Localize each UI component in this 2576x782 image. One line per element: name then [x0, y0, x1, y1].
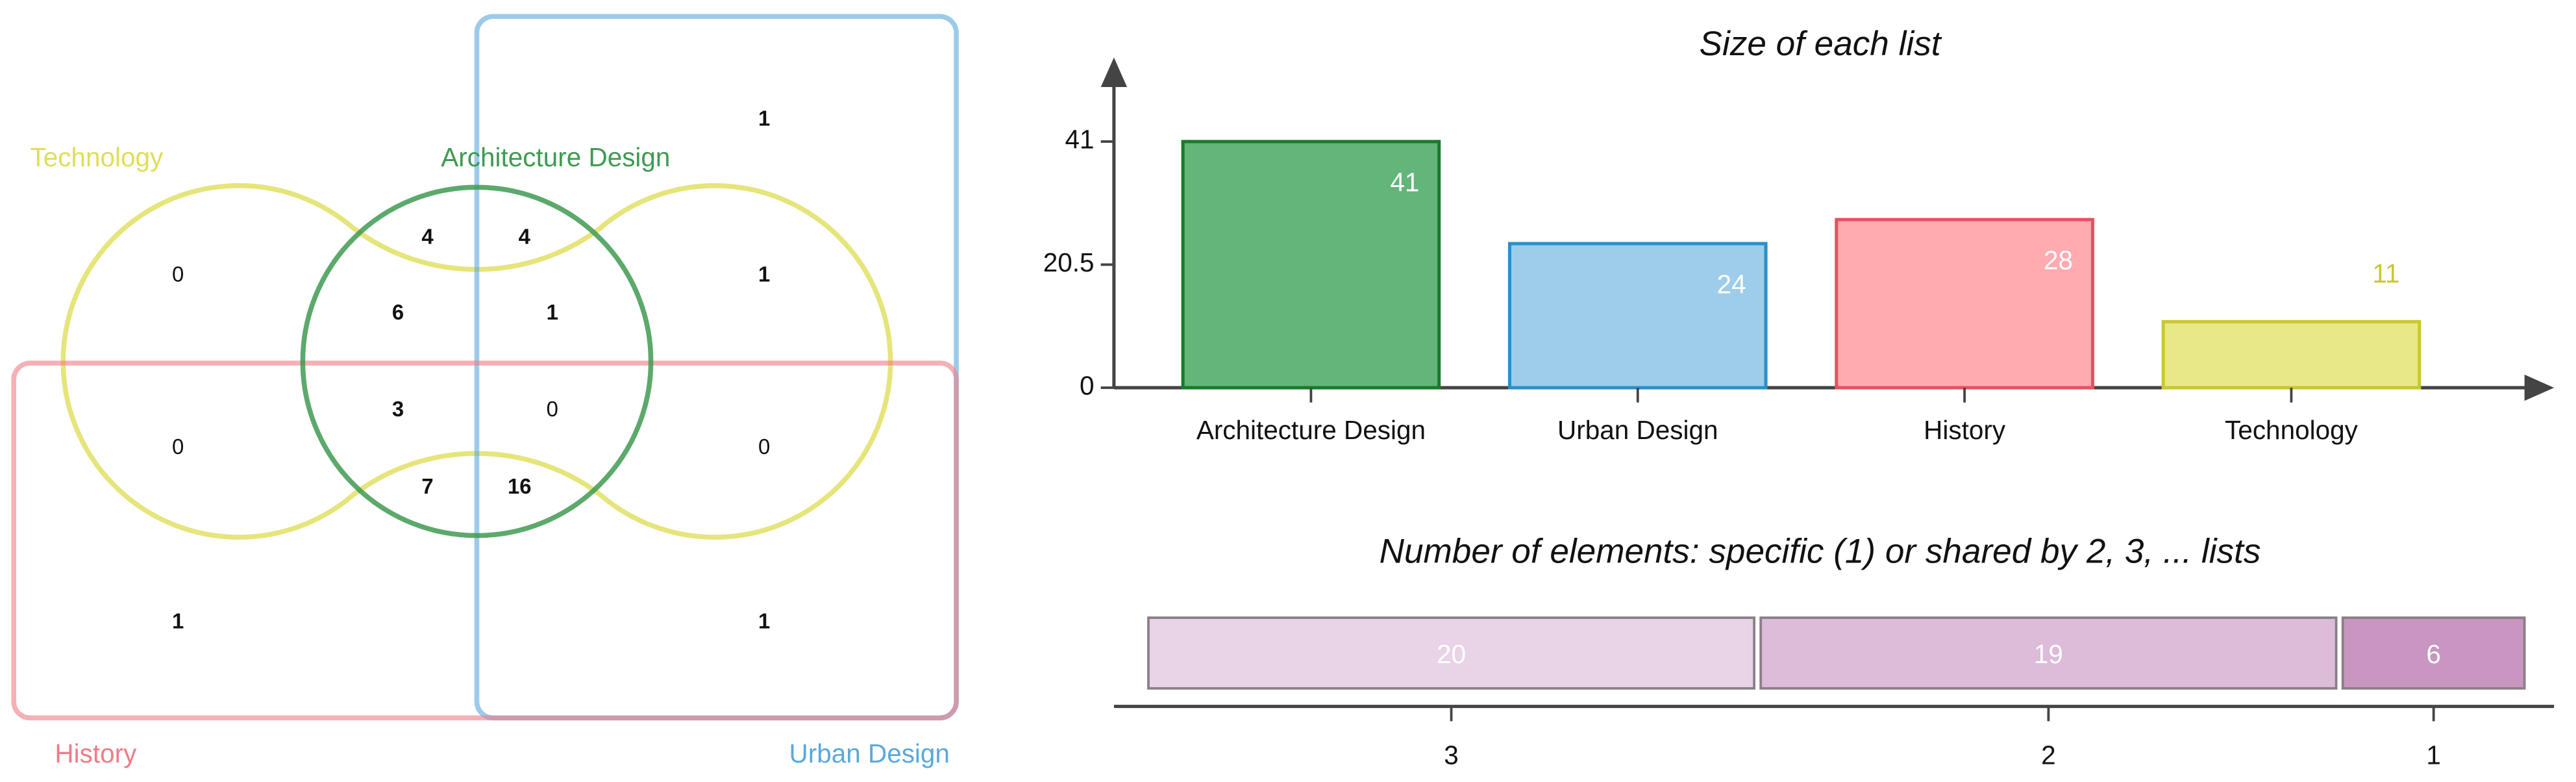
y-tick-label: 20.5: [1043, 247, 1095, 277]
set-label: Technology: [30, 142, 164, 172]
value-label: 20: [1437, 639, 1466, 669]
set-label: Architecture Design: [441, 142, 670, 172]
set-shape: [11, 360, 959, 721]
segment: [2341, 616, 2526, 690]
bar: [1835, 218, 2094, 390]
region-count: 1: [172, 609, 184, 633]
value-label: 28: [2044, 246, 2073, 275]
region-count: 4: [519, 224, 531, 248]
region-count: 7: [421, 474, 433, 498]
region-count: 0: [172, 435, 184, 459]
x-tick-label: Architecture Design: [1196, 415, 1426, 445]
x-tick-label: 3: [1444, 740, 1459, 770]
y-axis-arrow: [1100, 57, 1128, 88]
segment: [1759, 616, 2338, 690]
value-label: 41: [1390, 167, 1419, 197]
set-shape: [60, 183, 893, 540]
set-label: Urban Design: [789, 738, 950, 768]
set-shape: [300, 184, 654, 538]
region-count: 3: [392, 397, 404, 421]
x-tick-label: 2: [2041, 740, 2056, 770]
region-count: 0: [758, 435, 770, 459]
bar-chart-title: Size of each list: [1700, 25, 1942, 63]
region-count: 16: [508, 474, 532, 498]
set-label: History: [55, 738, 137, 768]
degree-chart-title: Number of elements: specific (1) or shar…: [1380, 532, 2261, 570]
region-count: 1: [758, 609, 770, 633]
region-count: 1: [547, 300, 558, 324]
x-tick-label: Technology: [2225, 415, 2359, 445]
y-tick-label: 41: [1065, 125, 1095, 155]
region-count: 0: [172, 262, 184, 286]
x-axis-arrow: [2524, 374, 2555, 401]
region-count: 4: [421, 224, 434, 248]
bar: [2161, 320, 2421, 390]
value-label: 19: [2034, 639, 2063, 669]
region-count: 1: [758, 262, 770, 286]
bar: [1507, 242, 1768, 390]
region-count: 0: [547, 397, 558, 421]
value-label: 24: [1717, 270, 1746, 299]
x-tick-label: Urban Design: [1557, 415, 1718, 445]
value-label: 6: [2426, 639, 2441, 669]
segment: [1147, 616, 1755, 690]
x-tick-label: 1: [2426, 740, 2441, 770]
set-shape: [474, 14, 959, 721]
y-tick-label: 0: [1080, 371, 1095, 401]
region-count: 6: [392, 300, 404, 324]
value-label: 11: [2372, 259, 2399, 288]
x-tick-label: History: [1924, 415, 2006, 445]
bar: [1181, 140, 1441, 390]
region-count: 1: [758, 106, 770, 130]
